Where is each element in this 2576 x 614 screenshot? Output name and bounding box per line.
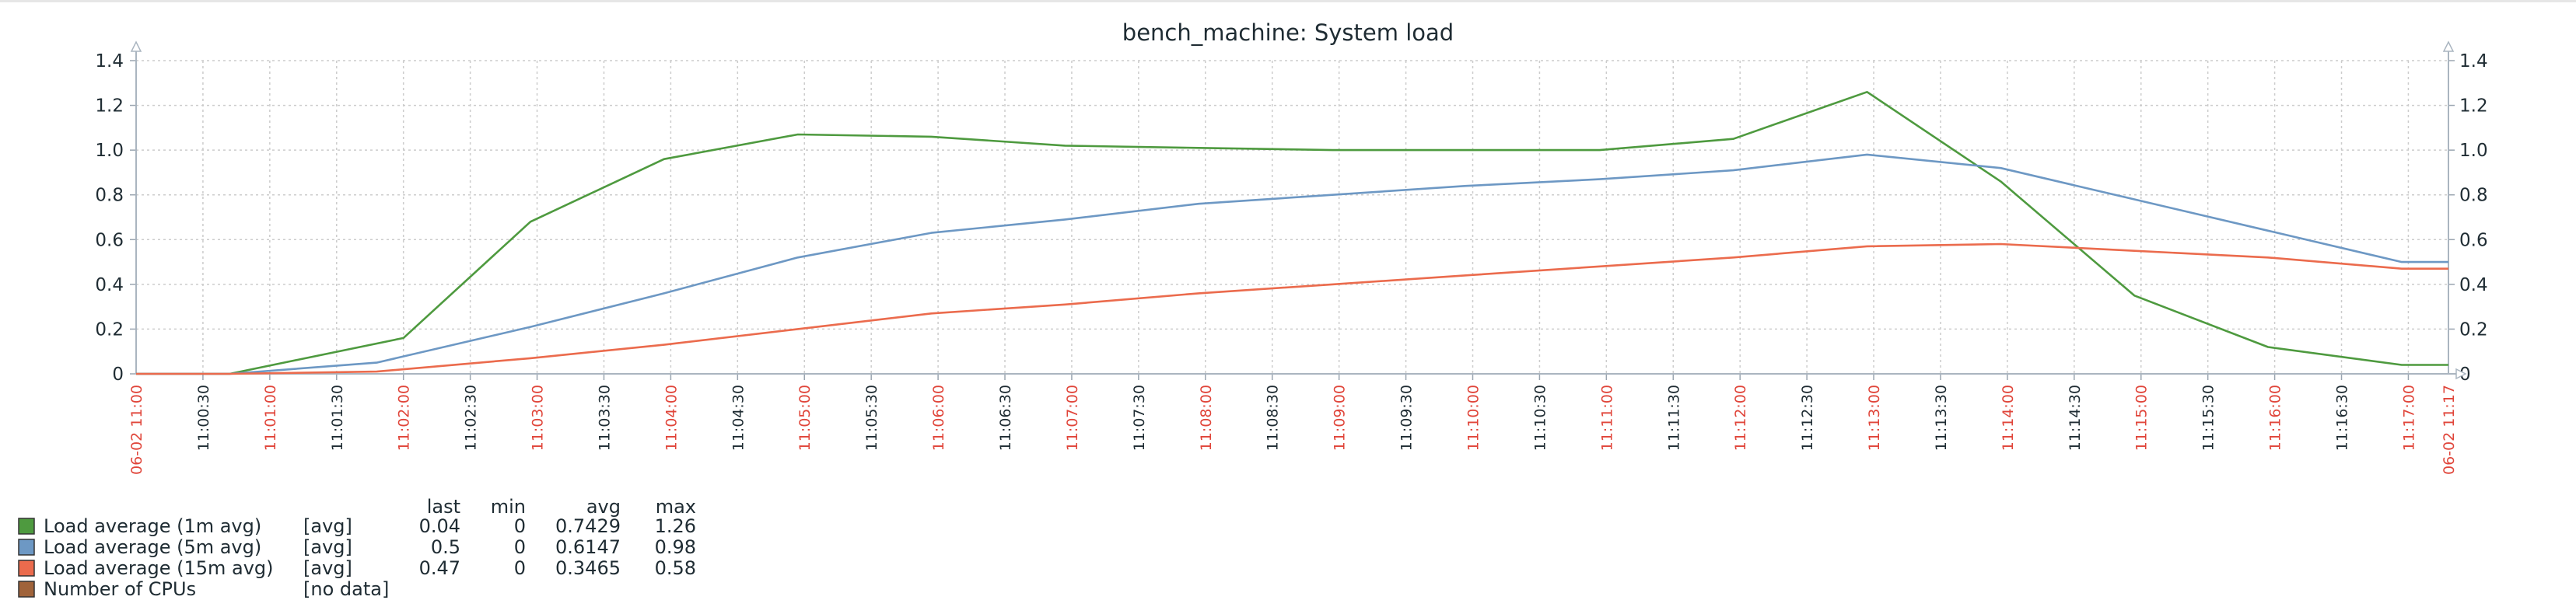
- legend-swatch: [18, 539, 35, 556]
- y-tick-label-right: 0.6: [2459, 230, 2488, 250]
- x-tick-label: 11:12:30: [1799, 385, 1816, 451]
- x-axis-arrow: [2455, 368, 2467, 380]
- x-tick-label: 11:13:00: [1866, 385, 1883, 451]
- y-axis-arrow-right: [2442, 40, 2455, 52]
- y-tick-label-left: 0: [112, 365, 124, 385]
- series-line-load-average-15m-avg: [136, 242, 2448, 375]
- chart-title: bench_machine: System load: [1122, 19, 1454, 46]
- legend-item-func: [avg]: [303, 515, 352, 537]
- series-line-load-average-1m-avg: [136, 91, 2448, 375]
- legend-header-max: max: [656, 496, 696, 518]
- x-tick-label: 11:05:30: [863, 385, 880, 451]
- x-tick-label: 11:11:00: [1598, 385, 1615, 451]
- y-tick-label-left: 0.2: [95, 319, 124, 340]
- legend-value-last: 0.47: [419, 557, 460, 579]
- x-tick-label: 11:08:30: [1265, 385, 1282, 451]
- x-tick-label: 11:16:30: [2334, 385, 2351, 451]
- legend: last min avg max Load average (1m avg) [avg] 0…: [18, 496, 696, 600]
- legend-value-last: 0.04: [419, 515, 460, 537]
- series-lines: [136, 91, 2448, 375]
- legend-header-avg: avg: [586, 496, 621, 518]
- x-tick-label: 11:02:00: [396, 385, 413, 451]
- legend-item-name: Load average (1m avg): [44, 515, 261, 537]
- x-tick-label: 11:10:30: [1531, 385, 1549, 451]
- y-tick-label-right: 0.2: [2459, 319, 2488, 340]
- legend-item-func: [avg]: [303, 536, 352, 558]
- x-tick-label: 11:02:30: [463, 385, 480, 451]
- x-tick-label: 11:05:00: [796, 385, 814, 451]
- legend-value-max: 0.58: [655, 557, 696, 579]
- y-tick-label-right: 0.8: [2459, 186, 2488, 206]
- x-axis-labels: 11:00:30 11:01:00 11:01:30 11:02:00 11:02:30…: [128, 385, 2458, 475]
- x-tick-label: 11:03:00: [530, 385, 547, 451]
- y-tick-label-left: 1.2: [95, 96, 124, 117]
- legend-item-name: Number of CPUs: [44, 578, 196, 600]
- legend-header-min: min: [491, 496, 526, 518]
- legend-value-min: 0: [514, 536, 526, 558]
- y-tick-label-right: 1.0: [2459, 141, 2488, 161]
- series-line-load-average-5m-avg: [136, 153, 2448, 375]
- x-tick-label: 11:06:00: [930, 385, 947, 451]
- x-tick-label: 11:06:30: [997, 385, 1014, 451]
- legend-item-func: [avg]: [303, 557, 352, 579]
- x-tick-label: 11:03:30: [596, 385, 613, 451]
- legend-swatch: [18, 560, 35, 577]
- y-tick-label-right: 1.4: [2459, 51, 2488, 72]
- legend-value-avg: 0.3465: [555, 557, 621, 579]
- grid: [136, 60, 2448, 375]
- x-tick-label: 11:17:00: [2400, 385, 2417, 451]
- x-tick-label: 11:11:30: [1665, 385, 1682, 451]
- x-tick-label: 11:09:00: [1332, 385, 1349, 451]
- x-tick-label: 11:13:30: [1933, 385, 1950, 451]
- legend-value-avg: 0.7429: [555, 515, 621, 537]
- x-tick-label: 11:16:00: [2267, 385, 2284, 451]
- legend-item-name: Load average (15m avg): [44, 557, 274, 579]
- x-end-label: 06-02 11:17: [2441, 385, 2458, 475]
- legend-swatch: [18, 581, 35, 598]
- x-tick-label: 11:09:30: [1398, 385, 1416, 451]
- y-tick-label-right: 1.2: [2459, 96, 2488, 117]
- legend-value-avg: 0.6147: [555, 536, 621, 558]
- x-tick-label: 11:15:00: [2133, 385, 2151, 451]
- y-tick-label-left: 1.4: [95, 51, 124, 72]
- legend-value-last: 0.5: [431, 536, 460, 558]
- x-tick-label: 11:00:30: [195, 385, 212, 451]
- legend-value-min: 0: [514, 515, 526, 537]
- legend-value-max: 1.26: [655, 515, 696, 537]
- axes: 000.20.20.40.40.60.60.80.81.01.01.21.21.…: [95, 40, 2488, 385]
- y-axis-arrow-left: [130, 40, 142, 52]
- y-tick-label-right: 0.4: [2459, 275, 2488, 295]
- x-tick-label: 11:10:00: [1465, 385, 1482, 451]
- x-tick-label: 11:08:00: [1198, 385, 1215, 451]
- x-tick-label: 11:12:00: [1732, 385, 1749, 451]
- x-tick-label: 11:07:00: [1064, 385, 1081, 451]
- x-tick-label: 11:04:30: [730, 385, 747, 451]
- x-tick-label: 11:01:00: [262, 385, 279, 451]
- x-tick-label: 11:14:00: [2000, 385, 2017, 451]
- y-tick-label-left: 0.4: [95, 275, 124, 295]
- legend-item-name: Load average (5m avg): [44, 536, 261, 558]
- y-tick-label-left: 1.0: [95, 141, 124, 161]
- x-tick-label: 11:14:30: [2067, 385, 2084, 451]
- x-tick-label: 11:15:30: [2200, 385, 2217, 451]
- legend-item-func: [no data]: [303, 578, 389, 600]
- legend-header-last: last: [427, 496, 460, 518]
- x-tick-label: 11:07:30: [1131, 385, 1148, 451]
- x-tick-label: 11:04:00: [663, 385, 680, 451]
- y-tick-label-left: 0.8: [95, 186, 124, 206]
- legend-swatch: [18, 518, 35, 535]
- legend-value-max: 0.98: [655, 536, 696, 558]
- x-start-label: 06-02 11:00: [128, 385, 145, 475]
- legend-value-min: 0: [514, 557, 526, 579]
- y-tick-label-left: 0.6: [95, 230, 124, 250]
- x-tick-label: 11:01:30: [329, 385, 346, 451]
- page-top-border: [0, 0, 2576, 2]
